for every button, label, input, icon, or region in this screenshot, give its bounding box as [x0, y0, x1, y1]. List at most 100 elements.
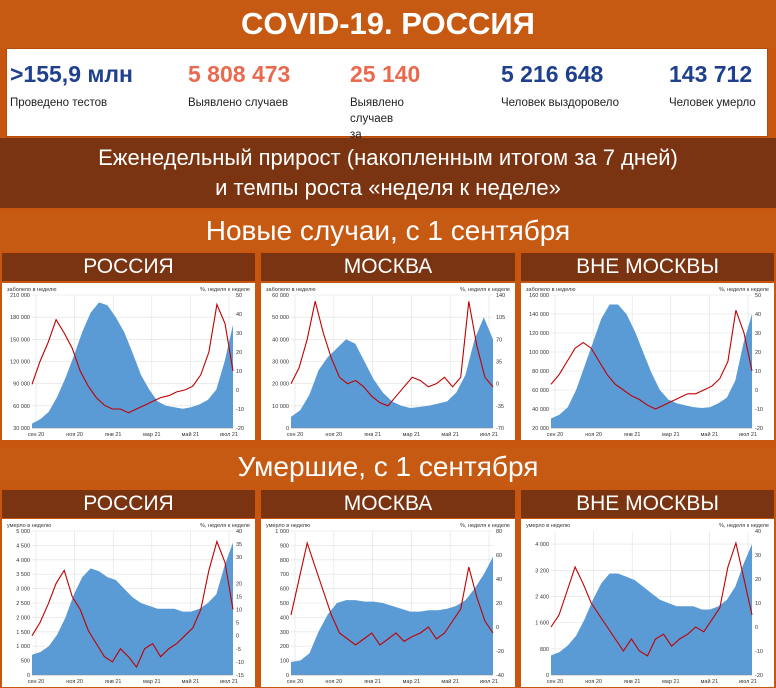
- y-tick-label: 400: [280, 615, 289, 621]
- x-tick-label: июл 21: [480, 432, 498, 438]
- y-tick-label: 300: [280, 630, 289, 636]
- area-series: [291, 317, 493, 428]
- y-tick-label: 1 000: [275, 529, 289, 535]
- y-tick-label: 800: [280, 558, 289, 564]
- x-tick-label: мар 21: [662, 432, 680, 438]
- y2-tick-label: -10: [755, 407, 763, 413]
- y2-tick-label: 60: [496, 553, 502, 559]
- x-tick-label: мар 21: [403, 679, 421, 685]
- x-tick-label: янв 21: [364, 432, 381, 438]
- region-header-outside-moscow: ВНЕ МОСКВЫ: [521, 490, 774, 518]
- y2-tick-label: 0: [236, 388, 239, 394]
- y2-tick-label: 0: [496, 382, 499, 388]
- chart-panel-deaths-russia: умерло в неделю %, неделя к неделе 5 000 4 …: [2, 519, 255, 687]
- y-tick-label: 200: [280, 644, 289, 650]
- right-axis-title: %, неделя к неделе: [200, 287, 250, 293]
- left-axis-title: заболело в неделю: [526, 287, 575, 293]
- x-tick-label: мар 21: [143, 679, 161, 685]
- y-tick-label: 0: [546, 673, 549, 679]
- subtitle-line-2: и темпы роста «неделя к неделе»: [215, 175, 561, 200]
- region-header-moscow: МОСКВА: [261, 253, 515, 281]
- x-tick-label: ноя 20: [325, 679, 342, 685]
- y-tick-label: 40 000: [272, 337, 289, 343]
- y-tick-label: 0: [286, 673, 289, 679]
- stat-label: Человек выздоровело: [501, 97, 620, 109]
- left-axis-title: умерло в неделю: [526, 523, 570, 529]
- y2-tick-label: -10: [236, 407, 244, 413]
- y2-tick-label: 10: [236, 369, 242, 375]
- y2-tick-label: 50: [236, 293, 242, 299]
- chart-panel-deaths-outside-moscow: умерло в неделю %, неделя к неделе 4 000 3 …: [521, 519, 774, 687]
- x-tick-label: сен 20: [287, 679, 304, 685]
- y-tick-label: 40 000: [532, 407, 549, 413]
- right-axis-title: %, неделя к неделе: [200, 523, 250, 529]
- y2-tick-label: 20: [236, 350, 242, 356]
- x-tick-label: янв 21: [624, 679, 641, 685]
- section-title-deaths: Умершие, с 1 сентября: [0, 447, 776, 487]
- y-tick-label: 0: [27, 673, 30, 679]
- y2-tick-label: -20: [755, 673, 763, 679]
- y-tick-label: 700: [280, 572, 289, 578]
- area-series: [291, 556, 493, 675]
- y-tick-label: 20 000: [532, 426, 549, 432]
- area-series: [32, 302, 233, 428]
- stat-value: >155,9 млн: [10, 61, 133, 87]
- left-axis-title: умерло в неделю: [266, 523, 310, 529]
- y2-tick-label: 40: [496, 577, 502, 583]
- region-header-outside-moscow: ВНЕ МОСКВЫ: [521, 253, 774, 281]
- chart-cases-outside-moscow: заболело в неделю %, неделя к неделе 160 0…: [526, 287, 769, 438]
- y-tick-label: 3 500: [16, 572, 30, 578]
- x-tick-label: май 21: [441, 678, 459, 685]
- y-tick-label: 20 000: [272, 382, 289, 388]
- y2-tick-label: 70: [496, 337, 502, 343]
- x-tick-label: ноя 20: [585, 679, 602, 685]
- y2-tick-label: 20: [236, 581, 242, 587]
- y-tick-label: 4 000: [16, 558, 30, 564]
- left-axis-title: умерло в неделю: [7, 523, 51, 529]
- x-tick-label: ноя 20: [66, 432, 83, 438]
- y2-tick-label: 10: [755, 369, 761, 375]
- y-tick-label: 500: [21, 659, 30, 665]
- y-tick-label: 180 000: [10, 315, 30, 321]
- x-tick-label: янв 21: [105, 679, 122, 685]
- y-tick-label: 0: [286, 426, 289, 432]
- y-tick-label: 1 500: [16, 630, 30, 636]
- y-tick-label: 1 600: [535, 621, 549, 627]
- page-title: COVID-19. РОССИЯ: [0, 0, 776, 48]
- stat-label: Проведено тестов: [10, 97, 108, 109]
- y2-tick-label: -10: [236, 660, 244, 666]
- y-tick-label: 2 400: [535, 594, 549, 600]
- y2-tick-label: -10: [755, 649, 763, 655]
- chart-panel-cases-russia: заболело в неделю %, неделя к неделе 210 0…: [2, 283, 255, 440]
- y2-tick-label: 40: [755, 529, 761, 535]
- y-tick-label: 800: [540, 647, 549, 653]
- y2-tick-label: -20: [236, 426, 244, 432]
- x-tick-label: июл 21: [739, 679, 757, 685]
- chart-deaths-moscow: умерло в неделю %, неделя к неделе 1 000 90…: [266, 523, 510, 685]
- section-title-cases: Новые случаи, с 1 сентября: [0, 211, 776, 251]
- y2-tick-label: -35: [496, 404, 504, 410]
- right-axis-title: %, неделя к неделе: [460, 523, 510, 529]
- y2-tick-label: -5: [236, 647, 241, 653]
- y-tick-label: 60 000: [272, 293, 289, 299]
- x-tick-label: янв 21: [624, 432, 641, 438]
- y-tick-label: 50 000: [272, 315, 289, 321]
- line-series: [31, 539, 234, 669]
- y-tick-label: 150 000: [10, 337, 30, 343]
- line-series: [550, 310, 753, 410]
- y-tick-label: 5 000: [16, 529, 30, 535]
- x-tick-label: мар 21: [143, 432, 161, 438]
- x-tick-label: июл 21: [220, 432, 238, 438]
- x-tick-label: мар 21: [403, 432, 421, 438]
- y-tick-label: 900: [280, 543, 289, 549]
- y2-tick-label: 40: [236, 312, 242, 318]
- area-series: [551, 544, 752, 675]
- y-tick-label: 100 000: [529, 350, 549, 356]
- y-tick-label: 3 000: [16, 587, 30, 593]
- y-tick-label: 2 500: [16, 601, 30, 607]
- line-series: [31, 302, 234, 414]
- y-tick-label: 4 500: [16, 543, 30, 549]
- y-tick-label: 30 000: [13, 426, 30, 432]
- line-series: [290, 540, 494, 646]
- left-axis-title: заболело в неделю: [7, 287, 56, 293]
